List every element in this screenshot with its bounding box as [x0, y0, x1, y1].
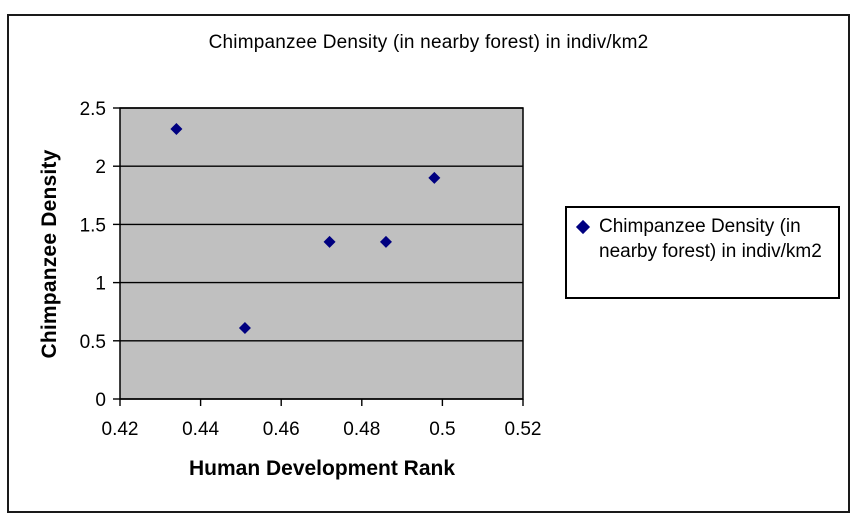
y-axis-title: Chimpanzee Density: [38, 149, 61, 359]
y-tick-label: 2: [95, 157, 106, 178]
data-point: [428, 171, 441, 184]
y-tick-label: 1: [95, 274, 106, 295]
legend-label: Chimpanzee Density (in nearby forest) in…: [599, 216, 822, 262]
data-point: [170, 122, 183, 135]
y-tick-label: 0.5: [80, 332, 106, 353]
x-tick-label: 0.48: [343, 419, 380, 440]
y-tick-label: 2.5: [80, 99, 106, 120]
x-tick-label: 0.5: [429, 419, 455, 440]
y-tick-label: 0: [95, 390, 106, 411]
data-point: [323, 235, 336, 248]
x-axis-title: Human Development Rank: [188, 457, 456, 480]
legend: Chimpanzee Density (in nearby forest) in…: [565, 206, 840, 299]
x-tick-label: 0.42: [102, 419, 139, 440]
legend-diamond-icon: [575, 219, 591, 235]
legend-marker-col: [575, 214, 599, 297]
data-point: [379, 235, 392, 248]
chart-title: Chimpanzee Density (in nearby forest) in…: [208, 32, 649, 53]
x-tick-label: 0.52: [505, 419, 542, 440]
x-tick-label: 0.46: [263, 419, 300, 440]
plot-area: [119, 107, 524, 400]
data-point: [238, 321, 251, 334]
x-tick-label: 0.44: [182, 419, 219, 440]
y-tick-label: 1.5: [80, 215, 106, 236]
